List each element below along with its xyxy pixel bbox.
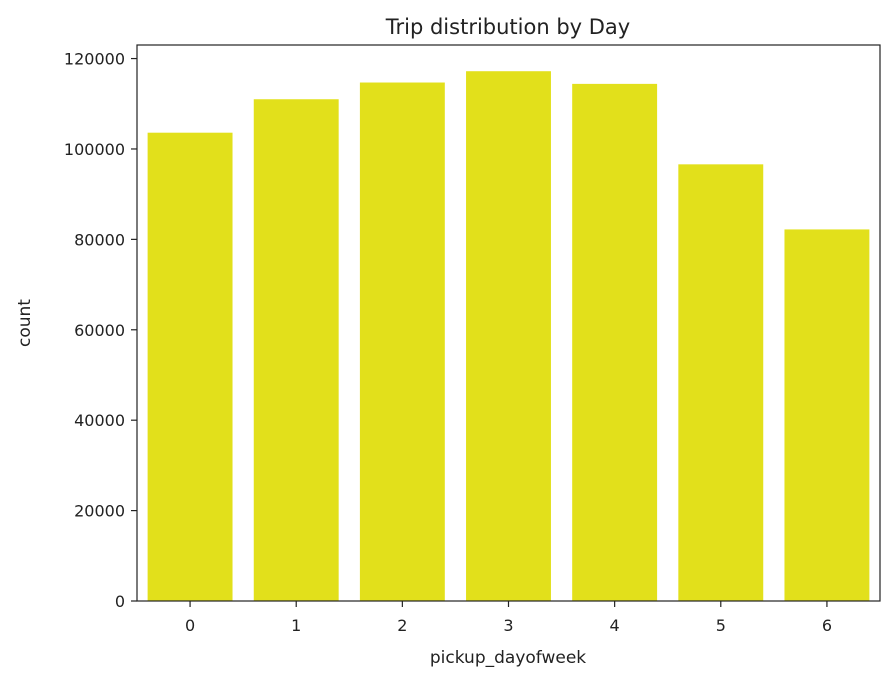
x-tick-label: 4 <box>610 616 620 635</box>
y-tick-label: 60000 <box>74 321 125 340</box>
bar-day-2 <box>359 82 445 602</box>
bar-day-3 <box>466 71 551 601</box>
bar-day-0 <box>147 132 233 601</box>
y-tick-label: 0 <box>115 592 125 611</box>
chart-title: Trip distribution by Day <box>385 15 630 39</box>
bar-day-5 <box>678 164 764 601</box>
bar-day-1 <box>253 99 339 602</box>
x-tick-label: 3 <box>503 616 513 635</box>
x-tick-label: 1 <box>291 616 301 635</box>
bar-day-6 <box>784 229 870 602</box>
x-ticks: 0 1 2 3 4 5 6 <box>185 601 832 635</box>
y-ticks: 0 20000 40000 60000 80000 100000 120000 <box>64 50 137 611</box>
y-tick-label: 100000 <box>64 140 125 159</box>
y-tick-label: 120000 <box>64 50 125 69</box>
x-axis-label: pickup_dayofweek <box>430 648 586 668</box>
x-tick-label: 2 <box>397 616 407 635</box>
bars-layer <box>147 71 870 602</box>
y-tick-label: 20000 <box>74 502 125 521</box>
x-tick-label: 5 <box>716 616 726 635</box>
x-tick-label: 6 <box>822 616 832 635</box>
y-axis-label: count <box>15 299 35 347</box>
x-tick-label: 0 <box>185 616 195 635</box>
y-tick-label: 80000 <box>74 230 125 249</box>
bar-day-4 <box>572 83 658 601</box>
y-tick-label: 40000 <box>74 411 125 430</box>
